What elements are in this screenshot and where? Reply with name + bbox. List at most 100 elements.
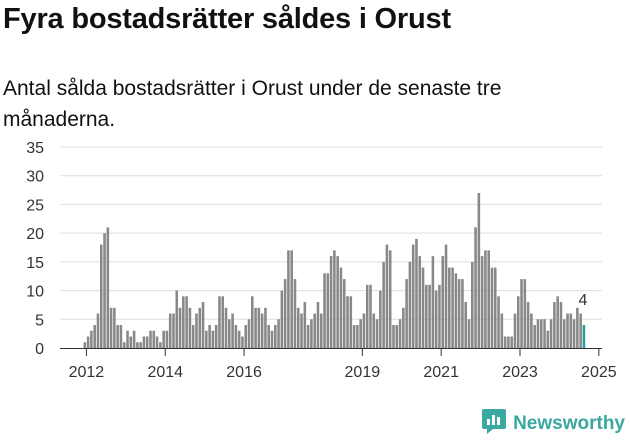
bar: [228, 319, 231, 348]
bar: [369, 284, 372, 348]
bar: [516, 296, 520, 348]
bar: [244, 325, 248, 348]
bar: [310, 319, 313, 348]
bar: [467, 319, 471, 348]
bar: [533, 325, 536, 348]
bar: [333, 250, 336, 348]
highlight-value-label: 4: [578, 292, 587, 309]
bar: [155, 336, 159, 348]
bar: [339, 267, 343, 348]
bar: [247, 319, 251, 348]
bar: [431, 256, 435, 348]
x-axis: 2012 2014 2016 2019 2021 2023 2025: [60, 348, 617, 381]
bar: [372, 313, 376, 348]
y-tick-label: 15: [26, 255, 44, 272]
bar: [536, 319, 540, 348]
bar: [116, 325, 119, 348]
newsworthy-logo-icon: [481, 407, 507, 440]
x-tick-label: 2016: [226, 364, 262, 381]
bar: [572, 319, 576, 348]
bar: [254, 307, 257, 348]
bar: [260, 313, 264, 348]
bar: [132, 330, 136, 348]
bar: [388, 250, 392, 348]
bar: [234, 325, 238, 348]
bar: [211, 330, 215, 348]
annotations: 4: [578, 292, 587, 309]
y-tick-label: 5: [35, 312, 44, 329]
bar: [172, 313, 175, 348]
bar: [208, 325, 211, 348]
bar: [93, 325, 96, 348]
bar: [178, 307, 182, 348]
bar: [267, 325, 270, 348]
bar: [444, 244, 448, 348]
bar: [425, 284, 428, 348]
bar: [336, 256, 339, 348]
chart-subtitle: Antal sålda bostadsrätter i Orust under …: [3, 77, 502, 131]
bar: [257, 307, 261, 348]
bar: [484, 250, 487, 348]
bar: [109, 307, 113, 348]
bar: [185, 296, 188, 348]
bar: [346, 296, 349, 348]
bar: [405, 279, 408, 348]
bar: [365, 284, 369, 348]
bar: [83, 342, 87, 348]
bar: [477, 192, 481, 348]
bar: [356, 325, 359, 348]
bar: [464, 302, 467, 348]
bar: [497, 296, 500, 348]
bar: [421, 267, 425, 348]
bar: [316, 302, 320, 348]
bar: [306, 325, 310, 348]
bar: [290, 250, 293, 348]
bar: [349, 296, 353, 348]
bar: [119, 325, 123, 348]
newsworthy-brand[interactable]: Newsworthy: [481, 407, 625, 440]
bar: [480, 256, 484, 348]
bar: [329, 256, 333, 348]
bar: [352, 325, 356, 348]
bar: [293, 279, 297, 348]
bar: [543, 319, 546, 348]
bar: [359, 319, 362, 348]
bar: [270, 330, 274, 348]
bar: [526, 302, 530, 348]
newsworthy-brand-name: Newsworthy: [513, 412, 625, 434]
x-tick-label: 2023: [502, 364, 538, 381]
bar: [221, 296, 225, 348]
bar: [441, 256, 445, 348]
bar: [149, 330, 152, 348]
bar: [142, 336, 146, 348]
bar: [549, 319, 553, 348]
bar-highlight: [582, 325, 586, 348]
bar: [579, 313, 582, 348]
bar: [513, 313, 517, 348]
bar: [362, 313, 366, 348]
bar: [231, 313, 234, 348]
bar: [106, 227, 110, 348]
bar: [287, 250, 290, 348]
bar: [152, 330, 156, 348]
bar: [136, 342, 139, 348]
bar: [556, 296, 559, 348]
bar: [379, 290, 382, 348]
bar: [159, 342, 162, 348]
bar: [224, 307, 228, 348]
y-tick-label: 30: [26, 169, 44, 186]
bar: [218, 296, 221, 348]
bar: [510, 336, 513, 348]
bar: [490, 267, 494, 348]
bar: [319, 313, 323, 348]
bar: [122, 342, 126, 348]
bar: [300, 313, 303, 348]
y-axis: 0 5 10 15 20 25 30 35: [26, 140, 44, 358]
bar: [165, 330, 169, 348]
bar: [471, 261, 474, 348]
bar: [274, 325, 277, 348]
bar: [283, 279, 287, 348]
bar: [569, 313, 573, 348]
bar: [241, 336, 244, 348]
bar: [126, 330, 129, 348]
